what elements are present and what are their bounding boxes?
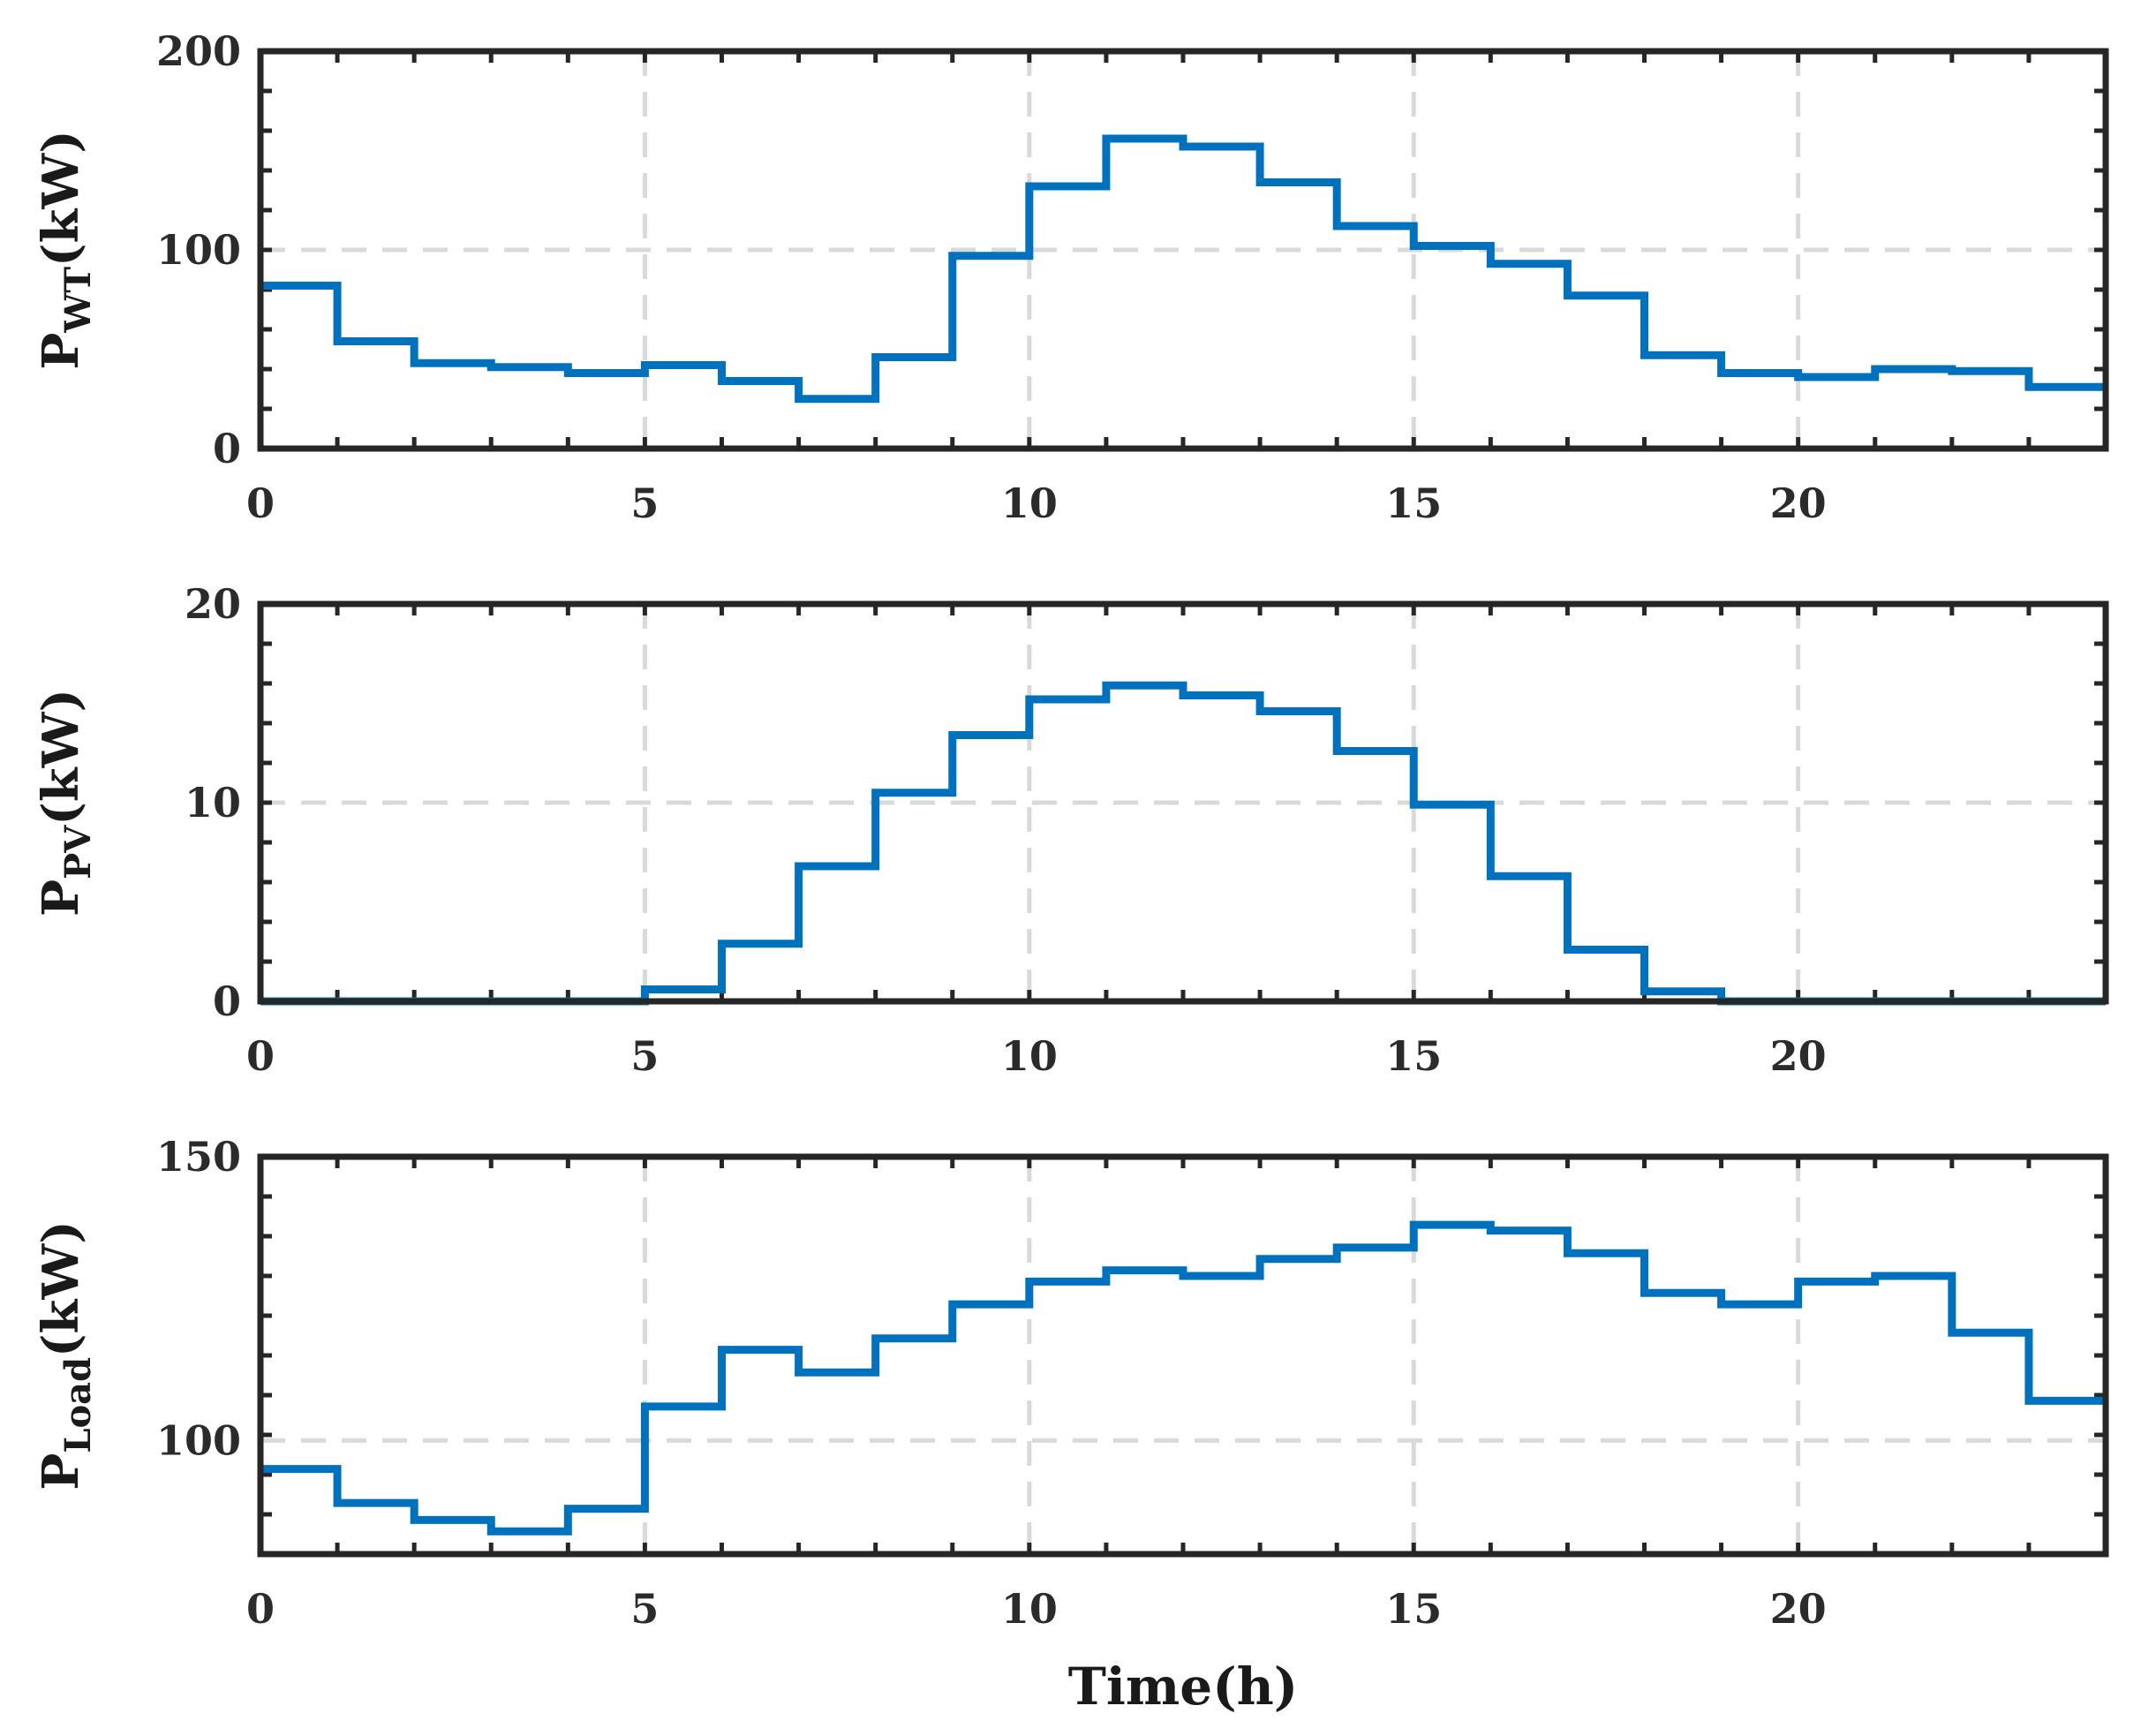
y-tick-label: 100 <box>156 226 241 274</box>
y-axis-label-subscript: Load <box>57 1357 99 1453</box>
series-line-p-load <box>260 1220 2106 1536</box>
y-axis-label-main: P <box>32 879 90 917</box>
x-tick-label: 10 <box>1001 479 1058 527</box>
y-axis-label-subscript: WT <box>57 267 99 334</box>
x-tick-label: 0 <box>246 479 275 527</box>
y-tick-label: 0 <box>213 977 241 1025</box>
subplot-p-load: 0 5 10 15 20 100 150 PLoad(kW) Time(h) <box>32 1133 2109 1717</box>
x-tick-label: 20 <box>1770 1585 1827 1633</box>
y-axis-label-subscript: PV <box>57 825 99 879</box>
y-axis-label-main: P <box>32 333 90 370</box>
axes-frame <box>257 600 2109 1005</box>
x-tick-label: 5 <box>630 1032 659 1080</box>
subplot-p-pv: 0 5 10 15 20 0 10 20 PPV(kW) <box>32 580 2109 1080</box>
axes-frame <box>257 48 2109 452</box>
x-tick-label: 5 <box>630 1585 659 1633</box>
y-tick-label: 100 <box>156 1416 241 1464</box>
x-tick-label: 5 <box>630 479 659 527</box>
x-tick-label: 15 <box>1385 1032 1442 1080</box>
axes-frame <box>257 1153 2109 1558</box>
y-tick-label: 0 <box>213 425 241 472</box>
x-tick-label: 15 <box>1385 479 1442 527</box>
y-axis-label: PWT(kW) <box>32 130 99 369</box>
y-tick-label: 10 <box>185 779 241 826</box>
tick-marks <box>260 604 2106 1001</box>
tick-marks <box>260 51 2106 449</box>
y-axis-label-unit: (kW) <box>32 689 90 826</box>
series-line-p-wt <box>260 134 2106 404</box>
y-axis-label-unit: (kW) <box>32 1220 90 1357</box>
series-line-p-pv <box>260 681 2106 1006</box>
tick-marks <box>260 1157 2106 1554</box>
x-tick-label: 15 <box>1385 1585 1442 1633</box>
x-tick-label: 10 <box>1001 1585 1058 1633</box>
y-tick-label: 20 <box>185 580 241 628</box>
y-tick-label: 150 <box>156 1133 241 1181</box>
x-tick-label: 20 <box>1770 1032 1827 1080</box>
y-axis-label: PPV(kW) <box>32 689 99 917</box>
x-tick-label: 0 <box>246 1032 275 1080</box>
x-axis-label: Time(h) <box>1068 1657 1299 1717</box>
y-axis-label-unit: (kW) <box>32 130 90 267</box>
x-tick-label: 20 <box>1770 479 1827 527</box>
x-tick-label: 0 <box>246 1585 275 1633</box>
y-axis-label: PLoad(kW) <box>32 1220 99 1491</box>
y-axis-label-main: P <box>32 1453 90 1491</box>
x-tick-label: 10 <box>1001 1032 1058 1080</box>
y-tick-label: 200 <box>156 27 241 75</box>
